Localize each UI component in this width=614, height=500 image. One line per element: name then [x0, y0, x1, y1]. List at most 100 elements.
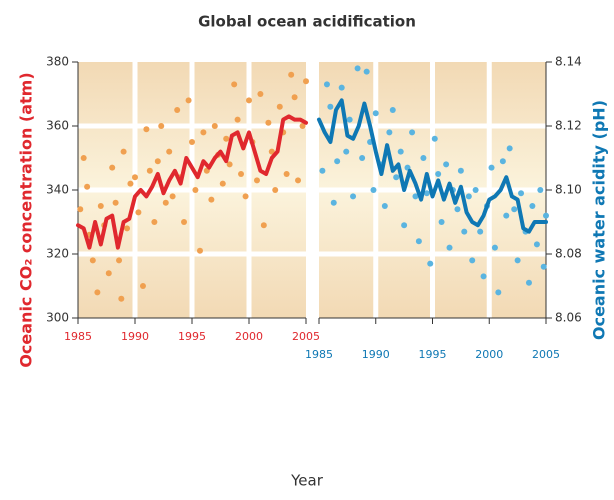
- data-point: [94, 289, 101, 296]
- y-tick-label: 300: [46, 311, 69, 325]
- data-point: [105, 270, 112, 277]
- data-point: [219, 180, 226, 187]
- data-point: [200, 129, 207, 136]
- data-point: [231, 81, 238, 88]
- data-point: [84, 183, 91, 190]
- data-point: [139, 283, 146, 289]
- y-tick-label: 380: [46, 55, 69, 69]
- data-point: [112, 199, 119, 206]
- data-point: [185, 97, 192, 104]
- data-point: [253, 177, 260, 184]
- x-tick-label: 1985: [64, 330, 92, 343]
- data-point: [169, 193, 176, 200]
- data-point: [174, 107, 181, 113]
- data-point: [511, 206, 518, 213]
- data-point: [495, 289, 502, 296]
- data-point: [350, 193, 357, 200]
- data-point: [480, 273, 487, 280]
- data-point: [118, 295, 125, 302]
- data-point: [499, 158, 506, 165]
- x-tick-label: 2005: [532, 348, 560, 361]
- x-axis-label: Year: [290, 472, 324, 490]
- data-point: [291, 94, 298, 101]
- data-point: [472, 187, 479, 193]
- data-point: [260, 222, 267, 229]
- data-point: [540, 263, 547, 270]
- data-point: [208, 196, 215, 203]
- data-point: [514, 257, 521, 264]
- data-point: [196, 247, 203, 254]
- data-point: [166, 148, 173, 155]
- trend-line: [76, 114, 308, 250]
- y-tick-label: 8.10: [555, 183, 582, 197]
- data-point: [370, 187, 377, 193]
- data-point: [537, 187, 544, 193]
- data-point: [330, 199, 337, 206]
- data-point: [265, 119, 272, 126]
- data-point: [389, 107, 396, 113]
- data-point: [454, 206, 461, 213]
- data-point: [89, 257, 96, 264]
- data-point: [295, 177, 302, 184]
- data-point: [506, 145, 513, 152]
- data-point: [423, 190, 430, 197]
- data-point: [461, 228, 468, 235]
- data-point: [415, 238, 422, 245]
- data-point: [420, 155, 427, 161]
- x-tick-label: 1990: [362, 348, 390, 361]
- data-point: [146, 167, 153, 174]
- x-tick-label: 2000: [235, 330, 263, 343]
- data-point: [446, 244, 453, 251]
- data-point: [97, 203, 104, 209]
- y-tick-label: 8.08: [555, 247, 582, 261]
- data-point: [303, 78, 309, 85]
- y-axis-label: Oceanic water acidity (pH): [590, 100, 609, 340]
- data-point: [343, 148, 350, 155]
- data-point: [211, 123, 218, 129]
- data-point: [469, 257, 476, 264]
- chart-title: Global ocean acidification: [198, 13, 416, 31]
- data-point: [401, 222, 408, 229]
- y-tick-label: 320: [46, 247, 69, 261]
- data-point: [443, 161, 450, 168]
- data-point: [412, 193, 419, 200]
- data-point: [354, 65, 361, 72]
- data-point: [334, 158, 341, 165]
- data-point: [189, 139, 195, 145]
- data-point: [268, 148, 275, 155]
- data-point: [431, 135, 438, 142]
- data-point: [338, 84, 345, 91]
- data-point: [323, 81, 330, 88]
- data-point: [283, 171, 290, 177]
- data-point: [518, 190, 525, 197]
- data-point: [234, 116, 241, 123]
- data-point: [477, 228, 484, 235]
- data-point: [488, 164, 495, 171]
- data-point: [192, 187, 199, 193]
- data-point: [525, 279, 532, 286]
- y-tick-label: 340: [46, 183, 69, 197]
- data-point: [116, 257, 123, 264]
- data-point: [124, 225, 131, 232]
- y-tick-label: 8.14: [555, 55, 582, 69]
- x-tick-label: 2000: [475, 348, 503, 361]
- data-point: [381, 203, 388, 209]
- x-tick-label: 1995: [419, 348, 447, 361]
- data-point: [533, 241, 540, 248]
- data-point: [181, 219, 188, 225]
- data-point: [154, 158, 161, 165]
- data-point: [465, 193, 472, 200]
- data-point: [242, 193, 249, 200]
- x-tick-label: 1990: [121, 330, 149, 343]
- data-point: [246, 97, 252, 104]
- data-point: [77, 206, 84, 213]
- data-point: [109, 164, 116, 171]
- data-point: [319, 167, 326, 174]
- data-point: [120, 148, 127, 155]
- data-point: [80, 155, 87, 161]
- data-point: [327, 103, 334, 110]
- data-point: [132, 174, 138, 181]
- x-tick-label: 1995: [178, 330, 206, 343]
- data-point: [386, 129, 393, 136]
